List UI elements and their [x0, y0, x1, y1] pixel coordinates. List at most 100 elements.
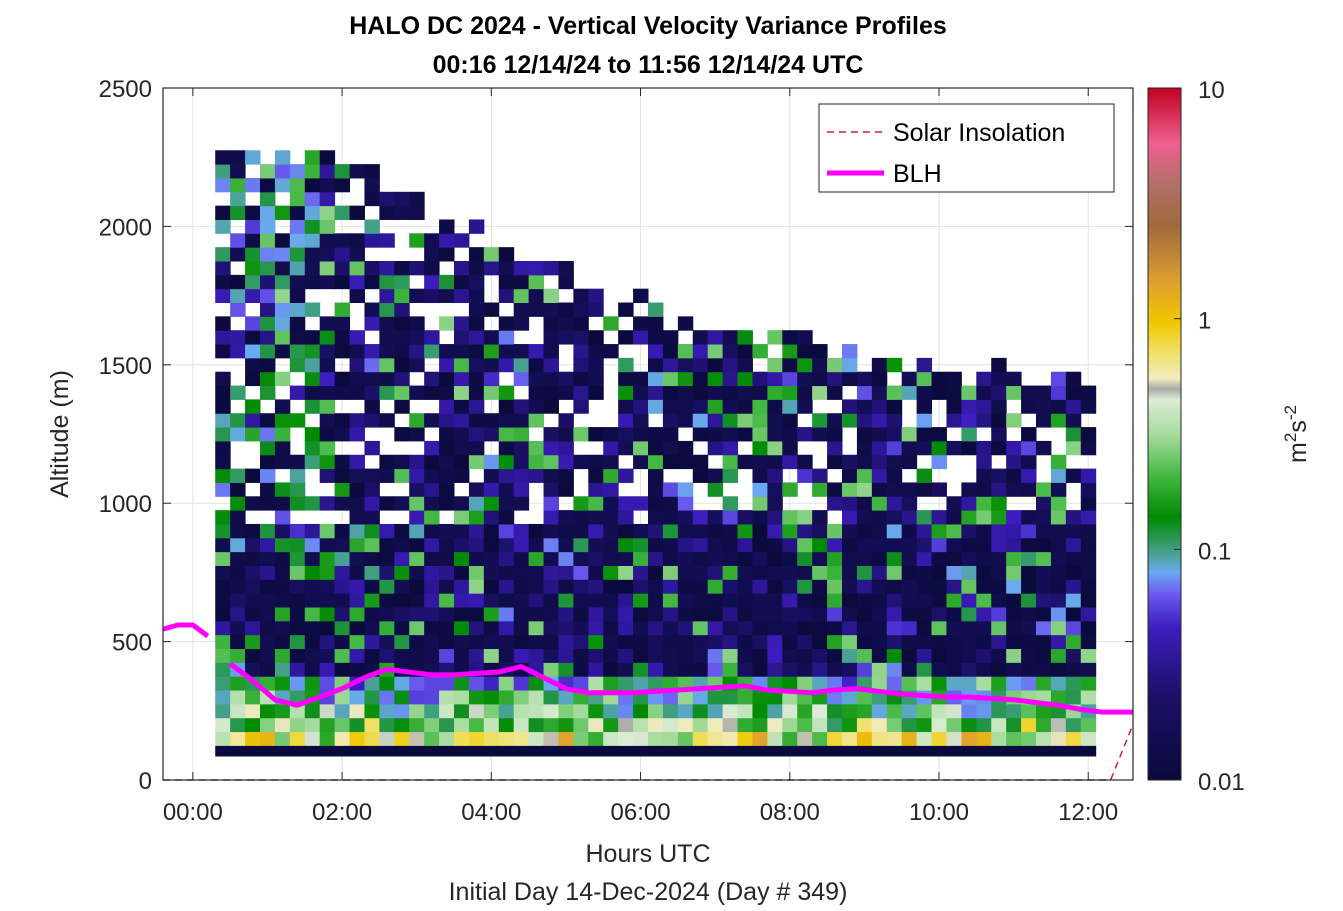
variance-cell — [871, 468, 888, 483]
variance-cell — [886, 399, 903, 414]
variance-cell — [752, 620, 768, 636]
variance-cell — [916, 579, 933, 594]
variance-cell — [334, 690, 351, 705]
variance-cell — [260, 219, 276, 234]
variance-cell — [573, 330, 589, 345]
colorbar — [1147, 87, 1182, 781]
variance-cell — [1036, 385, 1052, 400]
variance-cell — [409, 205, 425, 220]
variance-cell — [573, 579, 589, 594]
variance-cell — [260, 496, 276, 511]
variance-cell — [274, 247, 291, 262]
variance-cell — [543, 662, 559, 677]
variance-cell — [483, 427, 500, 442]
variance-cell — [931, 523, 947, 539]
variance-cell — [946, 551, 962, 566]
variance-cell — [677, 413, 694, 428]
variance-cell — [468, 288, 485, 304]
variance-cell — [230, 607, 246, 622]
variance-cell — [260, 427, 276, 442]
variance-cell — [468, 247, 485, 262]
legend-box — [818, 103, 1115, 193]
variance-cell — [573, 731, 589, 746]
variance-cell — [424, 537, 440, 553]
variance-cell — [931, 482, 947, 497]
variance-cell — [722, 496, 739, 511]
variance-cell — [289, 247, 306, 262]
variance-cell — [304, 496, 321, 511]
variance-cell — [334, 579, 351, 594]
variance-cell — [543, 440, 559, 456]
variance-cell — [498, 745, 515, 757]
variance-cell — [886, 510, 903, 525]
variance-cell — [648, 620, 664, 636]
variance-cell — [722, 690, 739, 705]
variance-cell — [812, 371, 828, 387]
variance-cell — [961, 427, 977, 442]
variance-cell — [707, 607, 724, 622]
variance-cell — [871, 440, 888, 456]
variance-cell — [483, 634, 500, 650]
variance-cell — [976, 371, 992, 387]
variance-cell — [498, 399, 515, 414]
variance-cell — [812, 523, 828, 539]
variance-cell — [871, 676, 888, 691]
variance-cell — [245, 731, 261, 746]
variance-cell — [483, 676, 500, 691]
y-tick-label: 2500 — [99, 76, 152, 103]
variance-cell — [752, 440, 768, 456]
variance-cell — [424, 247, 440, 262]
variance-cell — [454, 316, 470, 331]
variance-cell — [245, 607, 261, 622]
variance-cell — [1065, 510, 1082, 525]
variance-cell — [319, 662, 336, 677]
variance-cell — [215, 427, 231, 442]
variance-cell — [1036, 399, 1052, 414]
variance-cell — [319, 454, 336, 470]
variance-cell — [1080, 427, 1097, 442]
variance-cell — [215, 219, 231, 234]
variance-cell — [1050, 648, 1067, 663]
variance-cell — [468, 482, 485, 497]
variance-cell — [379, 233, 395, 248]
variance-cell — [349, 690, 365, 705]
variance-cell — [543, 316, 559, 331]
variance-cell — [618, 565, 634, 580]
variance-cell — [946, 745, 962, 757]
x-axis: 00:00 02:00 04:00 06:00 08:00 10:00 12:00 — [163, 88, 1118, 826]
variance-cell — [871, 413, 888, 428]
variance-cell — [274, 607, 291, 622]
variance-cell — [334, 717, 351, 733]
variance-cell — [931, 745, 947, 757]
variance-cell — [871, 579, 888, 594]
variance-cell — [260, 233, 276, 248]
variance-cell — [737, 399, 753, 414]
variance-cell — [648, 371, 664, 387]
variance-cell — [349, 537, 365, 553]
variance-cell — [260, 440, 276, 456]
variance-cell — [543, 607, 559, 622]
variance-cell — [707, 537, 724, 553]
variance-cell — [379, 537, 395, 553]
variance-cell — [737, 537, 753, 553]
variance-cell — [931, 454, 947, 470]
variance-cell — [274, 717, 291, 733]
variance-cell — [379, 731, 395, 746]
variance-cell — [543, 496, 559, 511]
variance-cell — [274, 302, 291, 317]
variance-cell — [558, 371, 574, 387]
variance-cell — [528, 371, 545, 387]
variance-cell — [1065, 579, 1082, 594]
variance-cell — [424, 274, 440, 290]
variance-cell — [528, 357, 545, 373]
variance-cell — [319, 565, 336, 580]
variance-cell — [662, 523, 679, 539]
variance-cell — [1050, 454, 1067, 470]
variance-cell — [812, 648, 828, 663]
variance-cell — [797, 703, 813, 719]
variance-cell — [215, 288, 231, 304]
variance-cell — [976, 385, 992, 400]
x-tick-label: 06:00 — [611, 799, 671, 826]
variance-cell — [782, 620, 798, 636]
variance-cell — [364, 593, 380, 608]
